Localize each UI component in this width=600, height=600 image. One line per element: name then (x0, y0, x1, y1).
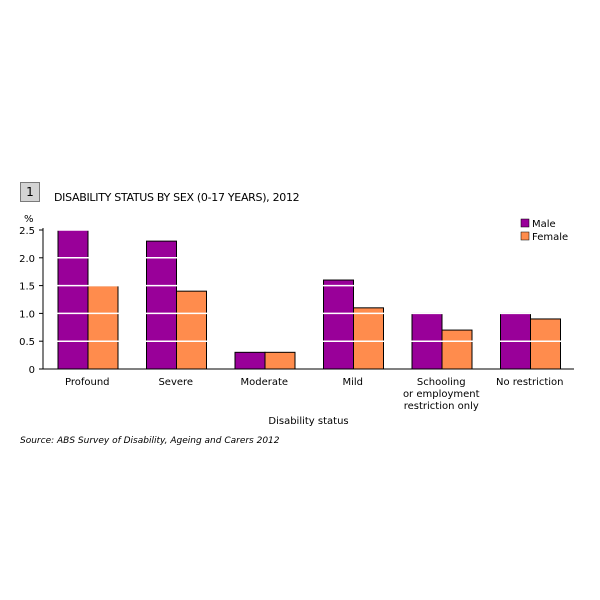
y-tick-label-2: 1.0 (19, 309, 35, 320)
legend-label-female: Female (532, 232, 568, 243)
bar-female-1 (176, 290, 207, 370)
x-tick-label-3: Mild (342, 377, 363, 388)
bar-male-3 (323, 279, 354, 370)
chart-title: DISABILITY STATUS BY SEX (0-17 YEARS), 2… (54, 191, 300, 204)
x-tick-label-5: No restriction (496, 377, 564, 388)
x-axis-title: Disability status (268, 416, 348, 427)
source-note: Source: ABS Survey of Disability, Ageing… (20, 436, 280, 446)
y-tick-label-4: 2.0 (19, 254, 35, 265)
legend-swatch-male (520, 218, 530, 228)
bar-male-0 (57, 229, 89, 370)
y-tick-label-0: 0 (29, 365, 35, 376)
y-axis-unit-label: % (24, 214, 34, 225)
bar-male-2 (234, 351, 266, 370)
bar-female-0 (87, 285, 119, 370)
chart-number-badge: 1 (20, 182, 40, 202)
bar-female-4 (441, 329, 473, 370)
y-tick-label-5: 2.5 (19, 226, 35, 237)
x-tick-label-0: Profound (65, 377, 110, 388)
x-tick-label-2: Moderate (240, 377, 288, 388)
bar-female-3 (353, 307, 384, 370)
bar-female-5 (530, 318, 561, 370)
legend-label-male: Male (532, 219, 556, 230)
bar-female-2 (264, 351, 296, 370)
x-tick-label-1: Severe (158, 377, 193, 388)
x-tick-label-4: Schooling or employment restriction only (403, 377, 480, 412)
legend-swatch-female (520, 231, 530, 241)
y-tick-label-1: 0.5 (19, 337, 35, 348)
bar-male-1 (146, 240, 177, 370)
y-tick-label-3: 1.5 (19, 282, 35, 293)
